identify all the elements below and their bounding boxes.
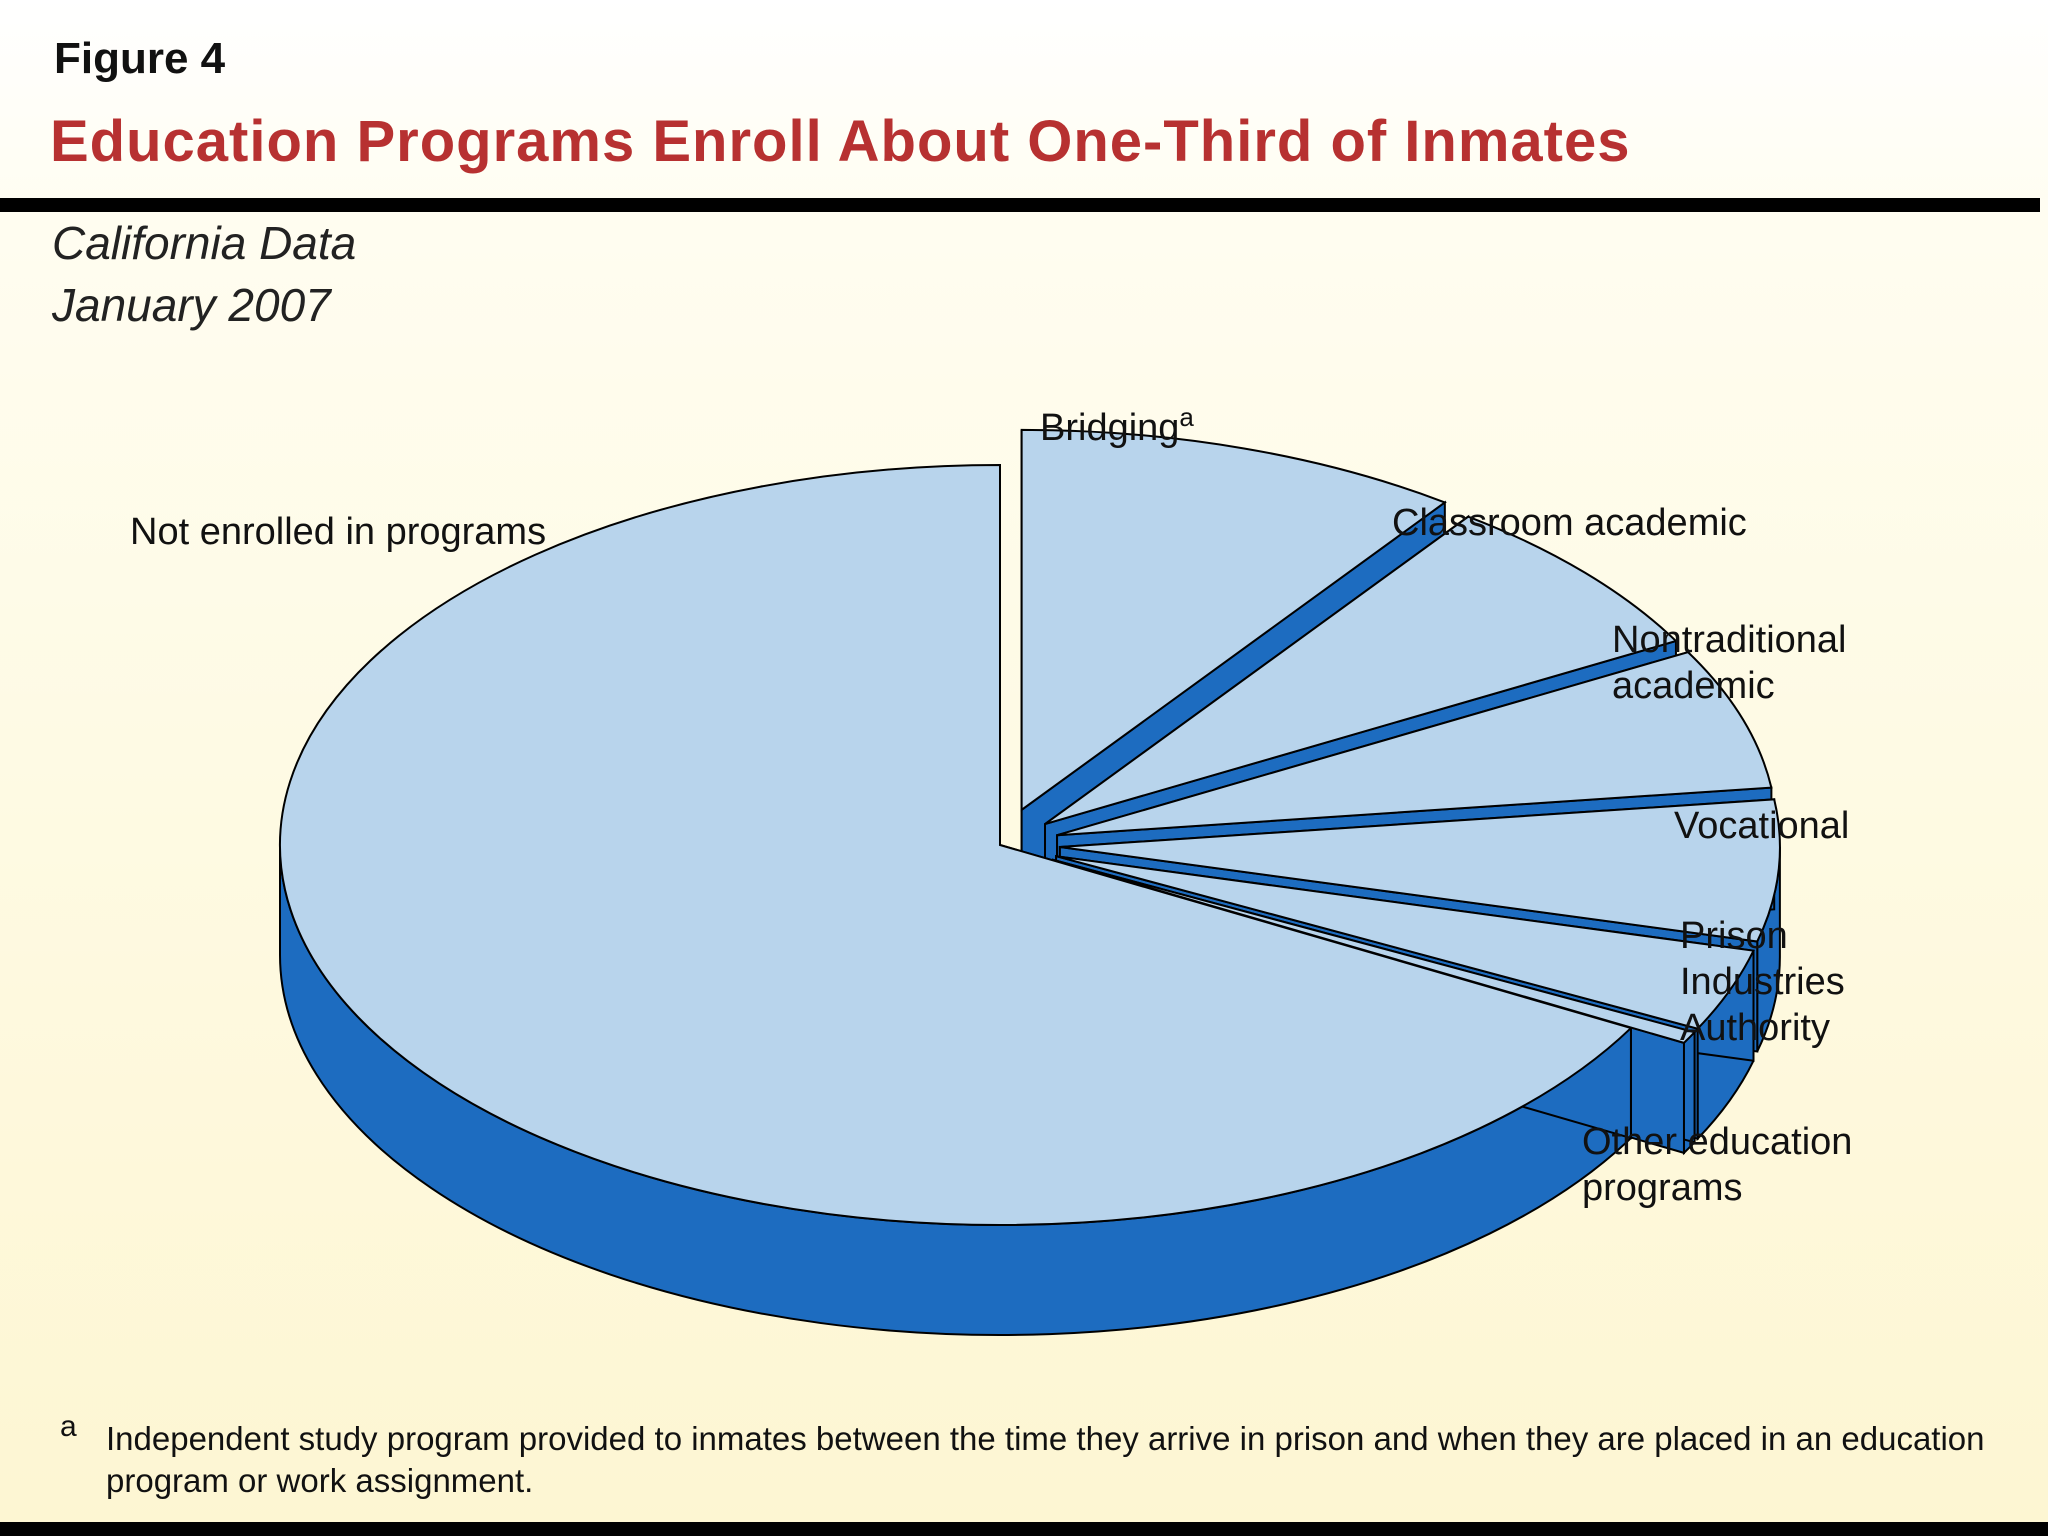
pie-slice-other-education-programs bbox=[1052, 858, 1697, 1045]
chart-title: Education Programs Enroll About One-Thir… bbox=[50, 109, 1631, 174]
title-rule bbox=[0, 198, 2040, 212]
pie-slice-prison-industries-authority bbox=[1055, 855, 1756, 1030]
bridging-superscript: a bbox=[1179, 402, 1194, 432]
bottom-rule bbox=[0, 1522, 2048, 1536]
pie-slice-nontraditional-academic bbox=[1056, 651, 1773, 837]
subtitle-date: January 2007 bbox=[52, 279, 331, 331]
footnote: Independent study program provided to in… bbox=[106, 1420, 1985, 1499]
slice-label-other-education-programs: Other education programs bbox=[1582, 1121, 1852, 1209]
slice-label-prison-industries-authority: Prison Industries Authority bbox=[1680, 915, 1845, 1049]
pie-slice-classroom-academic bbox=[1044, 515, 1678, 826]
slice-label-not-enrolled-in-programs: Not enrolled in programs bbox=[130, 511, 546, 553]
slice-label-vocational: Vocational bbox=[1674, 805, 1849, 847]
pie-slice-not-enrolled-in-programs bbox=[279, 463, 1633, 1226]
pie-slice-vocational bbox=[1059, 798, 1781, 943]
pie-tops bbox=[279, 428, 1781, 1226]
slice-label-classroom-academic: Classroom academic bbox=[1392, 502, 1747, 544]
slice-label-bridging: Bridginga bbox=[1040, 402, 1194, 449]
slice-label-nontraditional-academic: Nontraditional academic bbox=[1612, 619, 1846, 707]
footnote-mark: a bbox=[60, 1410, 77, 1443]
figure-label: Figure 4 bbox=[54, 34, 226, 83]
pie-labels: Bridginga Classroom academic Nontraditiona… bbox=[130, 402, 1852, 1209]
pie-slice-bridging bbox=[1020, 428, 1447, 812]
subtitle-region: California Data bbox=[52, 217, 357, 269]
